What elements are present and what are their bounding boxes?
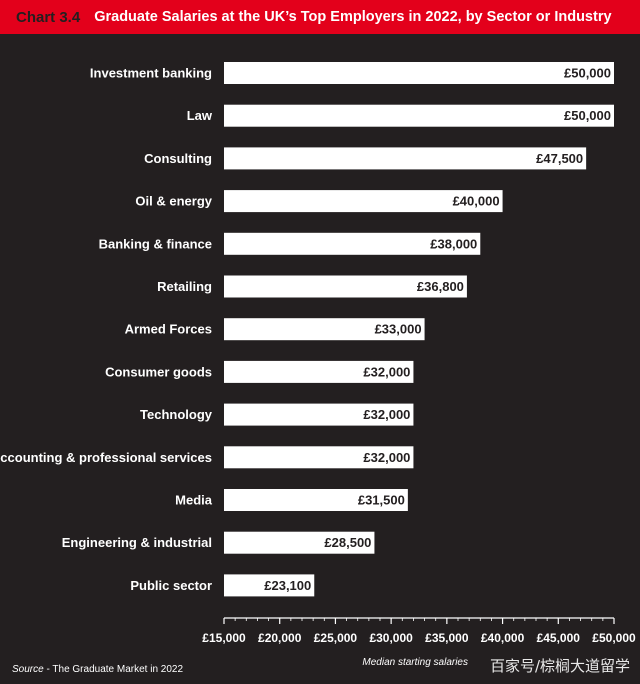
category-label-12: Public sector [130, 578, 212, 593]
source-text: - The Graduate Market in 2022 [43, 664, 184, 675]
category-label-2: Consulting [144, 151, 212, 166]
category-label-4: Banking & finance [99, 236, 212, 251]
x-tick-label-6: £45,000 [537, 631, 581, 645]
category-label-3: Oil & energy [135, 194, 212, 209]
category-label-6: Armed Forces [125, 322, 212, 337]
value-label-1: £50,000 [564, 108, 611, 123]
x-tick-label-4: £35,000 [425, 631, 469, 645]
category-label-1: Law [187, 108, 213, 123]
value-label-6: £33,000 [375, 322, 422, 337]
category-label-5: Retailing [157, 279, 212, 294]
bar-1 [224, 104, 614, 127]
bar-chart: Investment banking £50,000 Law £50,000 Consu… [0, 62, 636, 645]
value-label-10: £31,500 [358, 493, 405, 508]
bar-10 [224, 489, 408, 511]
value-label-4: £38,000 [430, 236, 477, 251]
bar-0 [224, 62, 614, 84]
value-label-9: £32,000 [363, 450, 410, 465]
source-key: Source [12, 664, 44, 675]
value-label-2: £47,500 [536, 151, 583, 166]
watermark: 百家号/棕榈大道留学 [489, 657, 630, 675]
value-label-7: £32,000 [363, 364, 410, 379]
value-label-0: £50,000 [564, 66, 611, 81]
value-label-11: £28,500 [324, 535, 371, 550]
value-label-5: £36,800 [417, 279, 464, 294]
source-note: Source - The Graduate Market in 2022 [12, 664, 183, 675]
bar-8 [224, 403, 414, 426]
bar-2 [224, 147, 587, 170]
bar-11 [224, 531, 375, 554]
value-label-8: £32,000 [363, 407, 410, 422]
x-tick-label-7: £50,000 [592, 631, 636, 645]
title-bar: Chart 3.4 Graduate Salaries at the UK’s … [0, 0, 640, 34]
category-label-11: Engineering & industrial [62, 535, 212, 550]
category-label-7: Consumer goods [105, 364, 212, 379]
category-label-9: Accounting & professional services [0, 450, 212, 465]
category-label-8: Technology [140, 407, 213, 422]
x-tick-label-3: £30,000 [369, 631, 413, 645]
bar-9 [224, 446, 414, 469]
chart-number: Chart 3.4 [16, 8, 81, 26]
value-label-3: £40,000 [453, 194, 500, 209]
x-tick-label-2: £25,000 [314, 631, 358, 645]
value-label-12: £23,100 [264, 578, 311, 593]
x-axis-label: Median starting salaries [362, 657, 468, 668]
bar-4 [224, 232, 481, 255]
category-label-10: Media [175, 493, 213, 508]
bar-5 [224, 275, 467, 298]
x-tick-label-1: £20,000 [258, 631, 302, 645]
bar-3 [224, 190, 503, 213]
x-tick-label-0: £15,000 [202, 631, 246, 645]
bar-6 [224, 318, 425, 341]
chart-title: Graduate Salaries at the UK’s Top Employ… [94, 9, 612, 25]
bar-7 [224, 360, 414, 383]
bar-12 [224, 574, 315, 597]
x-tick-label-5: £40,000 [481, 631, 525, 645]
category-label-0: Investment banking [90, 66, 212, 81]
